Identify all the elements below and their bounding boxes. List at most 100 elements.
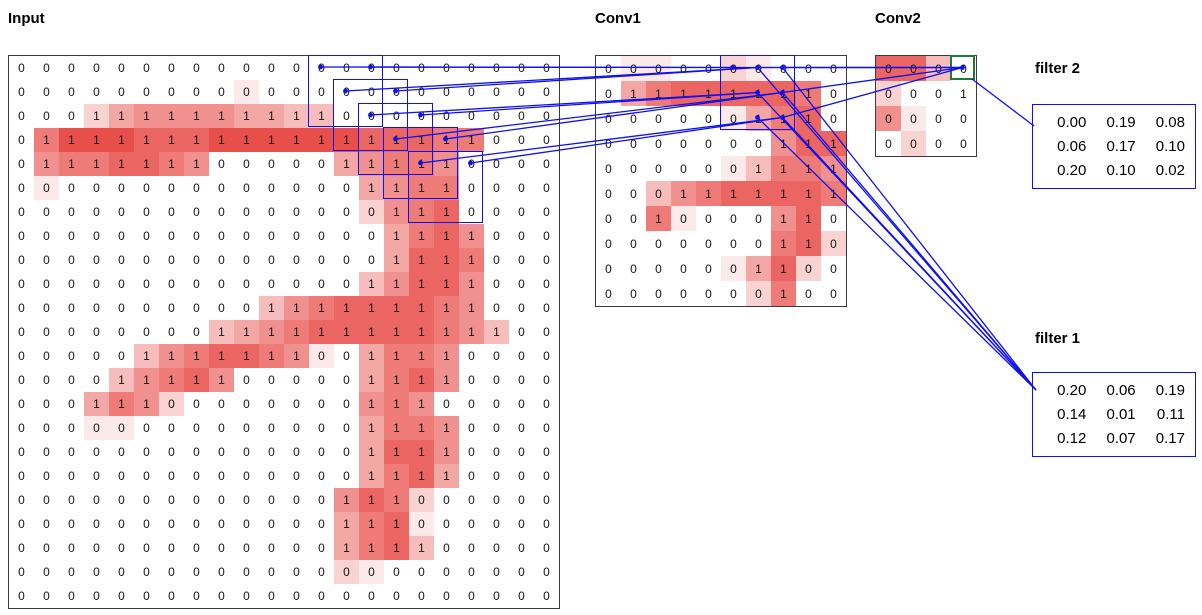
input-cell[interactable]: 1 bbox=[409, 416, 434, 440]
input-cell[interactable]: 0 bbox=[459, 104, 484, 128]
conv1-cell[interactable]: 0 bbox=[771, 56, 796, 81]
input-cell[interactable]: 1 bbox=[284, 344, 309, 368]
input-cell[interactable]: 0 bbox=[484, 440, 509, 464]
input-cell[interactable]: 1 bbox=[209, 128, 234, 152]
conv1-cell[interactable]: 1 bbox=[796, 131, 821, 156]
input-cell[interactable]: 1 bbox=[359, 128, 384, 152]
input-cell[interactable]: 0 bbox=[184, 584, 209, 608]
conv2-cell[interactable]: 0 bbox=[876, 106, 901, 131]
input-cell[interactable]: 1 bbox=[409, 272, 434, 296]
input-cell[interactable]: 1 bbox=[384, 248, 409, 272]
input-cell[interactable]: 0 bbox=[109, 200, 134, 224]
input-cell[interactable]: 1 bbox=[334, 536, 359, 560]
conv1-cell[interactable]: 0 bbox=[796, 256, 821, 281]
input-cell[interactable]: 0 bbox=[334, 272, 359, 296]
input-cell[interactable]: 0 bbox=[34, 80, 59, 104]
input-cell[interactable]: 0 bbox=[159, 416, 184, 440]
input-cell[interactable]: 0 bbox=[159, 512, 184, 536]
input-cell[interactable]: 0 bbox=[409, 80, 434, 104]
input-cell[interactable]: 0 bbox=[209, 536, 234, 560]
conv1-cell[interactable]: 1 bbox=[821, 131, 846, 156]
input-cell[interactable]: 0 bbox=[109, 536, 134, 560]
input-cell[interactable]: 0 bbox=[534, 512, 559, 536]
input-cell[interactable]: 0 bbox=[484, 152, 509, 176]
input-cell[interactable]: 0 bbox=[109, 248, 134, 272]
input-cell[interactable]: 1 bbox=[209, 368, 234, 392]
input-cell[interactable]: 0 bbox=[209, 56, 234, 80]
input-cell[interactable]: 1 bbox=[359, 152, 384, 176]
conv1-cell[interactable]: 1 bbox=[796, 156, 821, 181]
conv1-cell[interactable]: 1 bbox=[646, 206, 671, 231]
input-cell[interactable]: 0 bbox=[384, 80, 409, 104]
input-cell[interactable]: 1 bbox=[134, 152, 159, 176]
input-cell[interactable]: 0 bbox=[59, 80, 84, 104]
input-cell[interactable]: 0 bbox=[509, 392, 534, 416]
input-cell[interactable]: 0 bbox=[509, 368, 534, 392]
input-cell[interactable]: 0 bbox=[384, 104, 409, 128]
input-cell[interactable]: 1 bbox=[159, 128, 184, 152]
input-cell[interactable]: 1 bbox=[234, 320, 259, 344]
input-cell[interactable]: 0 bbox=[484, 464, 509, 488]
input-cell[interactable]: 1 bbox=[384, 464, 409, 488]
input-cell[interactable]: 0 bbox=[309, 200, 334, 224]
input-cell[interactable]: 0 bbox=[334, 440, 359, 464]
conv1-cell[interactable]: 1 bbox=[746, 106, 771, 131]
input-cell[interactable]: 0 bbox=[9, 224, 34, 248]
input-cell[interactable]: 1 bbox=[484, 320, 509, 344]
conv2-cell[interactable]: 0 bbox=[876, 131, 901, 156]
input-cell[interactable]: 0 bbox=[234, 368, 259, 392]
input-cell[interactable]: 0 bbox=[234, 80, 259, 104]
input-cell[interactable]: 1 bbox=[184, 104, 209, 128]
input-cell[interactable]: 1 bbox=[409, 176, 434, 200]
input-cell[interactable]: 0 bbox=[309, 560, 334, 584]
input-cell[interactable]: 0 bbox=[284, 464, 309, 488]
input-cell[interactable]: 0 bbox=[534, 128, 559, 152]
input-cell[interactable]: 0 bbox=[9, 512, 34, 536]
input-cell[interactable]: 0 bbox=[509, 512, 534, 536]
input-cell[interactable]: 0 bbox=[434, 392, 459, 416]
input-cell[interactable]: 0 bbox=[59, 488, 84, 512]
input-cell[interactable]: 0 bbox=[459, 176, 484, 200]
input-cell[interactable]: 0 bbox=[284, 176, 309, 200]
input-cell[interactable]: 0 bbox=[184, 80, 209, 104]
conv1-cell[interactable]: 0 bbox=[596, 81, 621, 106]
conv1-cell[interactable]: 1 bbox=[771, 256, 796, 281]
input-cell[interactable]: 1 bbox=[384, 488, 409, 512]
conv1-cell[interactable]: 1 bbox=[746, 181, 771, 206]
input-cell[interactable]: 0 bbox=[334, 368, 359, 392]
input-cell[interactable]: 1 bbox=[434, 248, 459, 272]
input-cell[interactable]: 0 bbox=[509, 344, 534, 368]
input-cell[interactable]: 0 bbox=[509, 128, 534, 152]
input-cell[interactable]: 0 bbox=[284, 560, 309, 584]
input-cell[interactable]: 1 bbox=[359, 464, 384, 488]
input-cell[interactable]: 1 bbox=[384, 416, 409, 440]
input-cell[interactable]: 1 bbox=[459, 128, 484, 152]
input-cell[interactable]: 0 bbox=[534, 440, 559, 464]
input-cell[interactable]: 0 bbox=[134, 248, 159, 272]
conv1-cell[interactable]: 0 bbox=[821, 256, 846, 281]
input-cell[interactable]: 1 bbox=[409, 368, 434, 392]
input-cell[interactable]: 0 bbox=[34, 56, 59, 80]
input-cell[interactable]: 0 bbox=[9, 392, 34, 416]
input-cell[interactable]: 0 bbox=[409, 512, 434, 536]
input-cell[interactable]: 1 bbox=[259, 104, 284, 128]
input-cell[interactable]: 0 bbox=[109, 80, 134, 104]
conv1-cell[interactable]: 0 bbox=[696, 256, 721, 281]
conv1-cell[interactable]: 1 bbox=[771, 131, 796, 156]
input-cell[interactable]: 0 bbox=[184, 272, 209, 296]
input-cell[interactable]: 0 bbox=[259, 80, 284, 104]
input-cell[interactable]: 0 bbox=[459, 200, 484, 224]
input-cell[interactable]: 0 bbox=[159, 464, 184, 488]
input-cell[interactable]: 1 bbox=[384, 296, 409, 320]
input-cell[interactable]: 1 bbox=[334, 512, 359, 536]
input-cell[interactable]: 0 bbox=[509, 224, 534, 248]
input-cell[interactable]: 0 bbox=[309, 224, 334, 248]
input-cell[interactable]: 0 bbox=[109, 56, 134, 80]
conv1-cell[interactable]: 0 bbox=[596, 206, 621, 231]
conv1-cell[interactable]: 0 bbox=[696, 156, 721, 181]
input-cell[interactable]: 0 bbox=[109, 344, 134, 368]
input-cell[interactable]: 0 bbox=[534, 536, 559, 560]
input-cell[interactable]: 0 bbox=[484, 344, 509, 368]
input-cell[interactable]: 0 bbox=[459, 584, 484, 608]
input-cell[interactable]: 0 bbox=[59, 176, 84, 200]
